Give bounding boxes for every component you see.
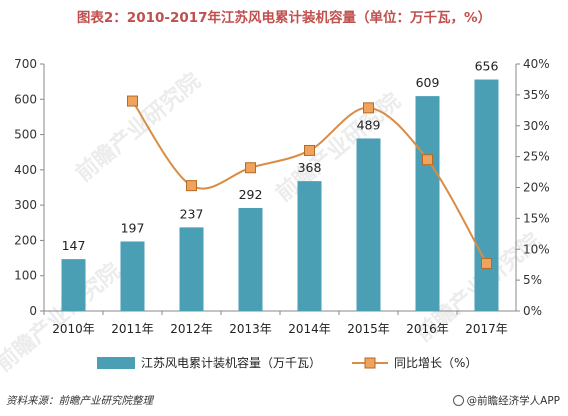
x-tick-label: 2011年: [111, 322, 154, 336]
x-tick-label: 2014年: [288, 322, 331, 336]
chart-title: 图表2：2010-2017年江苏风电累计装机容量（单位：万千瓦，%）: [76, 10, 492, 26]
bar: [179, 227, 204, 311]
brand-credit: @前瞻经济学人APP: [452, 393, 560, 408]
bar: [474, 79, 499, 311]
y-right-tick-label: 15%: [523, 211, 550, 225]
x-tick-label: 2017年: [465, 322, 508, 336]
x-tick-label: 2015年: [347, 322, 390, 336]
y-left-tick-label: 400: [14, 163, 37, 177]
growth-marker: [127, 95, 138, 107]
y-right-tick-label: 25%: [523, 150, 550, 164]
bar: [120, 241, 145, 311]
y-right-tick-label: 20%: [523, 181, 550, 195]
bar-value-label: 368: [298, 160, 322, 175]
bar-value-label: 237: [180, 206, 204, 221]
x-tick-label: 2010年: [52, 322, 95, 336]
bar-value-label: 656: [475, 59, 499, 74]
bar-value-label: 197: [121, 220, 145, 235]
y-right-tick-label: 0%: [523, 304, 542, 318]
y-left-tick-label: 300: [14, 198, 37, 212]
legend-line-label: 同比增长（%）: [394, 356, 477, 370]
bar: [297, 181, 322, 311]
bar: [61, 259, 86, 311]
bar: [415, 96, 440, 311]
bar: [238, 207, 263, 311]
legend-bar-swatch: [97, 357, 135, 369]
y-right-tick-label: 10%: [523, 242, 550, 256]
growth-marker: [186, 180, 197, 192]
x-tick-label: 2016年: [406, 322, 449, 336]
y-left-tick-label: 100: [14, 269, 37, 283]
y-left-tick-label: 700: [14, 57, 37, 71]
bar-value-label: 292: [239, 187, 263, 202]
y-right-tick-label: 5%: [523, 273, 542, 287]
brand-logo-icon: [452, 395, 464, 406]
bar-value-label: 609: [416, 75, 440, 90]
growth-marker: [304, 144, 315, 156]
bar-value-label: 489: [357, 117, 381, 132]
bar-value-label: 147: [62, 238, 86, 253]
growth-marker: [245, 162, 256, 174]
x-tick-label: 2012年: [170, 322, 213, 336]
y-right-tick-label: 30%: [523, 119, 550, 133]
y-left-tick-label: 500: [14, 128, 37, 142]
source-note: 资料来源：前瞻产业研究院整理: [6, 395, 153, 407]
y-right-tick-label: 40%: [523, 57, 550, 71]
growth-marker: [422, 154, 433, 166]
legend-bar-label: 江苏风电累计装机容量（万千瓦）: [141, 355, 321, 370]
legend-line-marker: [364, 357, 376, 369]
growth-marker: [481, 257, 492, 269]
brand-text: @前瞻经济学人APP: [466, 395, 560, 407]
y-left-tick-label: 0: [29, 304, 37, 318]
y-right-tick-label: 35%: [523, 88, 550, 102]
bar: [356, 138, 381, 311]
growth-marker: [363, 102, 374, 114]
y-left-tick-label: 600: [14, 92, 37, 106]
y-left-tick-label: 200: [14, 233, 37, 247]
x-tick-label: 2013年: [229, 322, 272, 336]
